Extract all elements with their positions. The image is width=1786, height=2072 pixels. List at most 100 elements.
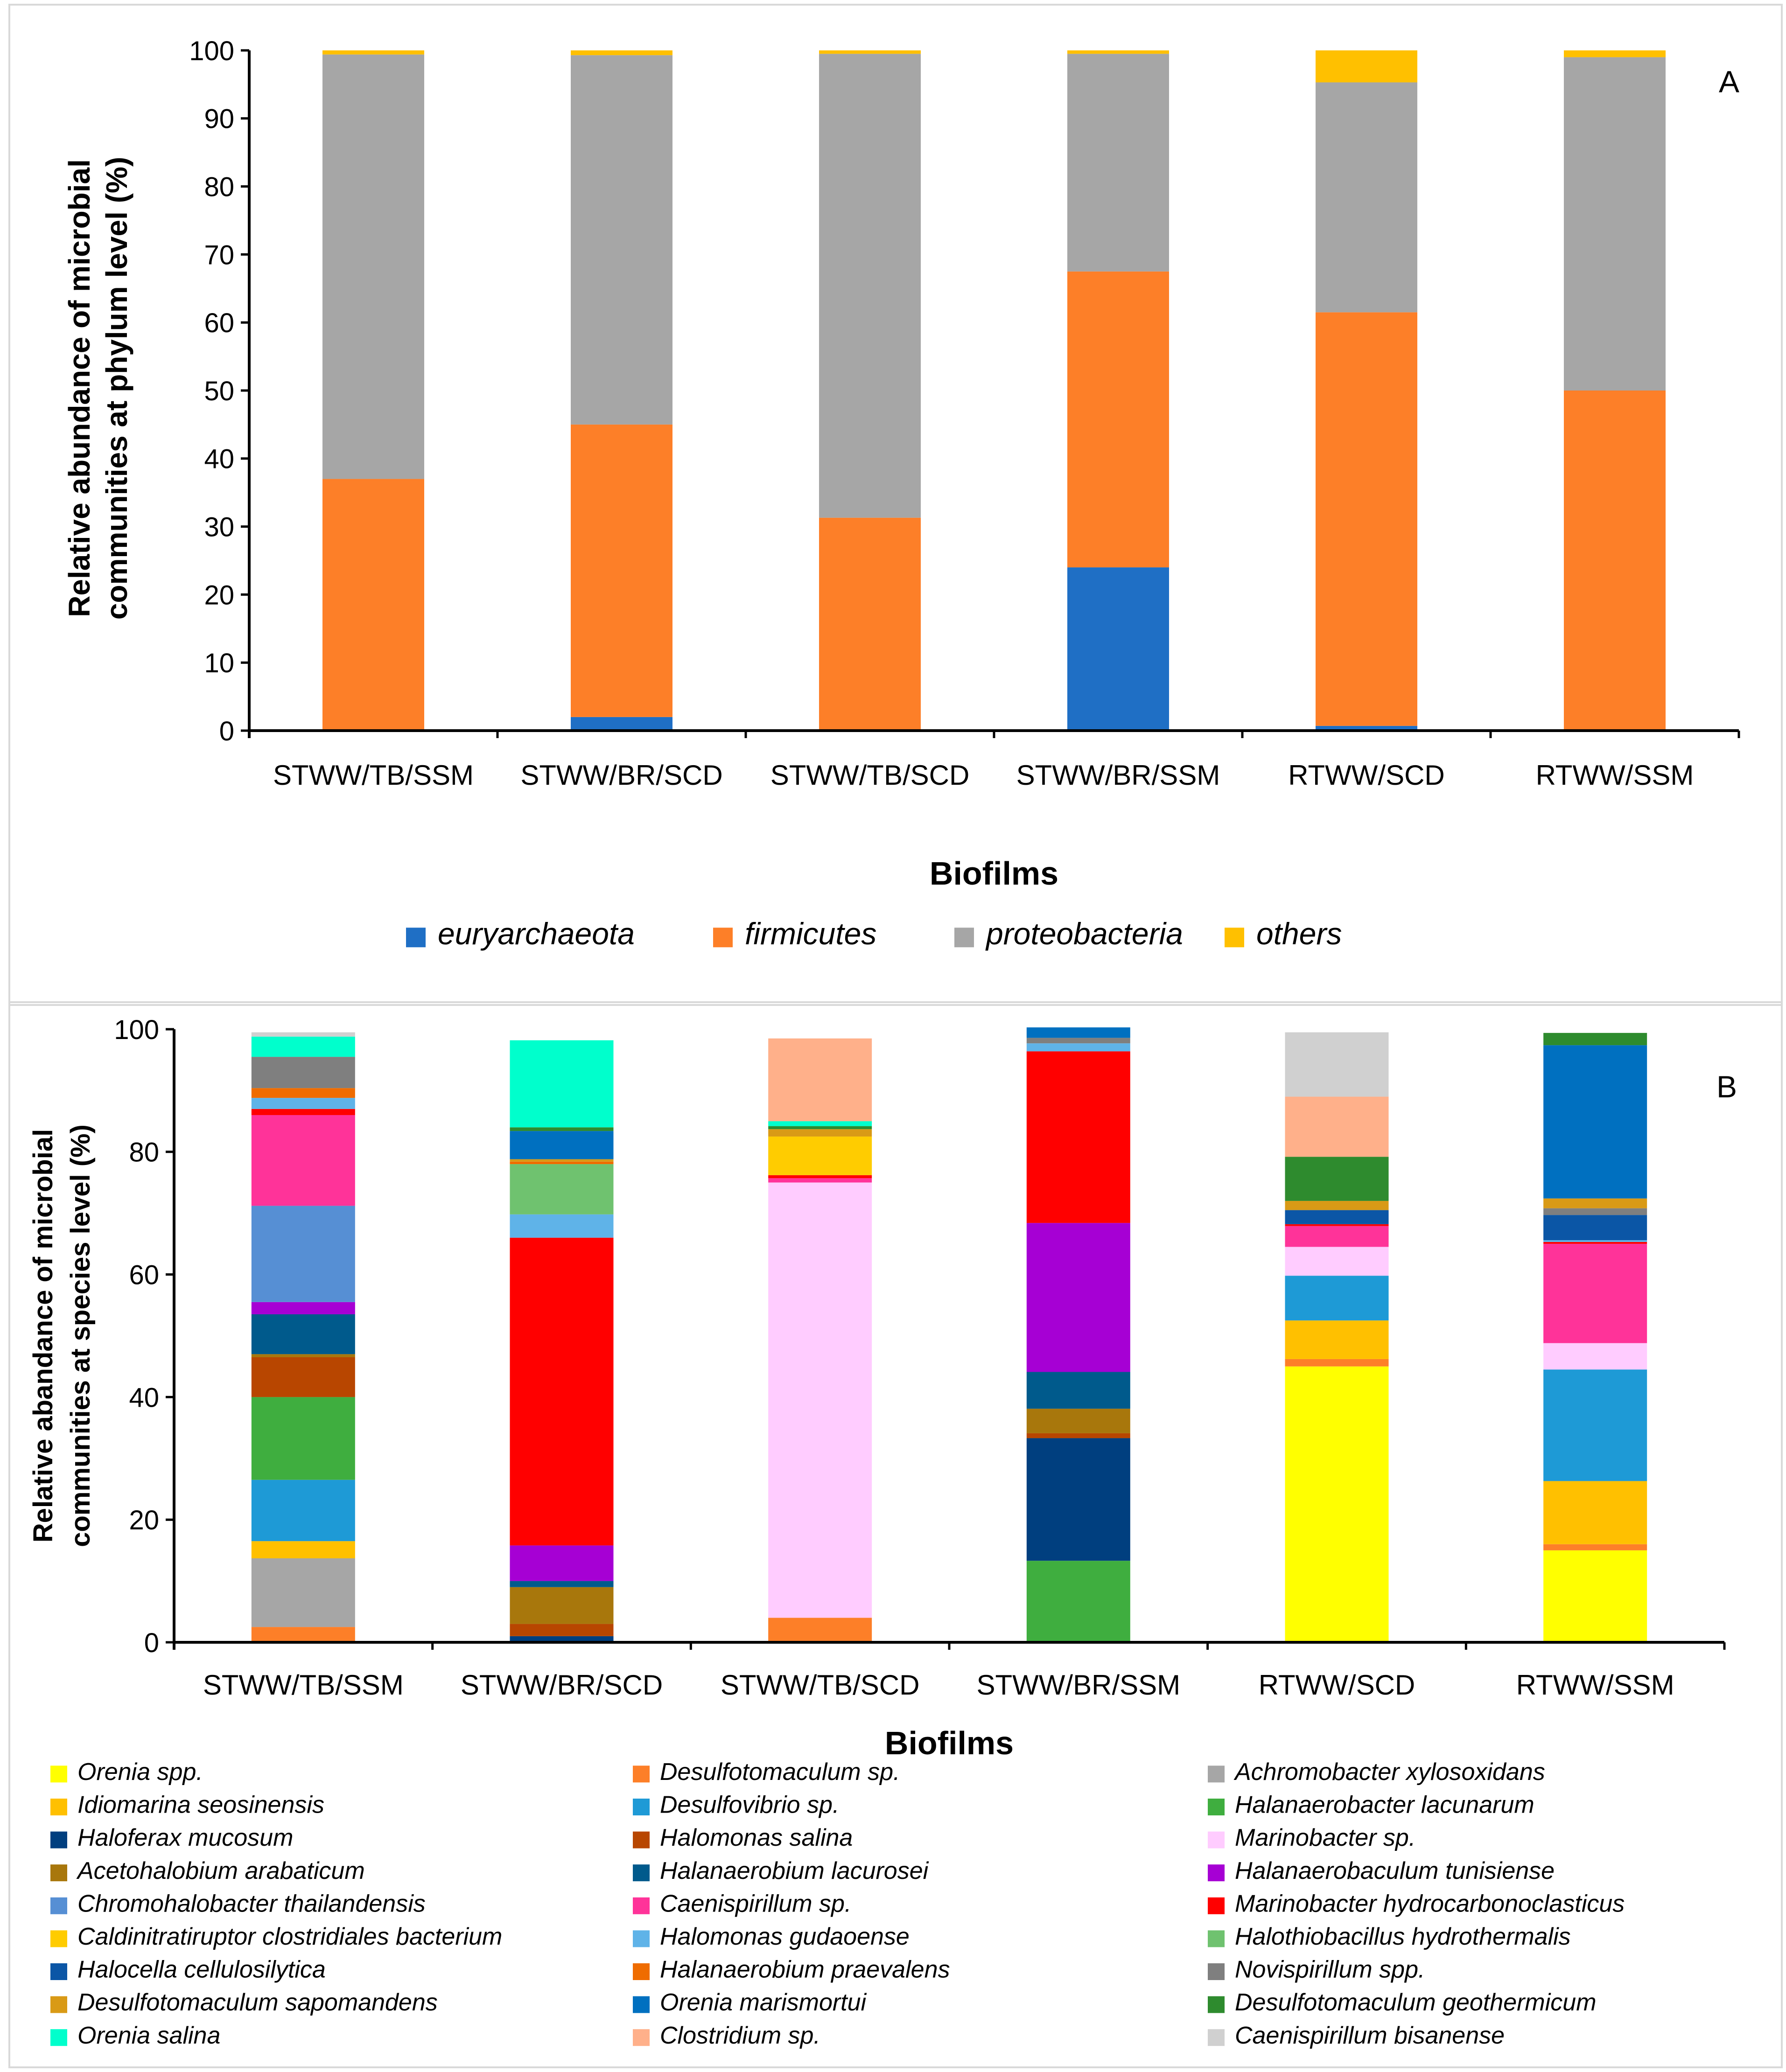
bar-segment (251, 1115, 355, 1206)
y-tick-label: 20 (129, 1505, 159, 1535)
panel-b-border (8, 1001, 1783, 2068)
legend-swatch (1208, 1831, 1225, 1849)
bar-segment (571, 55, 672, 425)
bar-segment (571, 717, 672, 731)
y-tick-label: 0 (144, 1628, 159, 1658)
bar-segment (510, 1127, 614, 1131)
bar-segment (1285, 1226, 1389, 1247)
x-tick-label: RTWW/SSM (1516, 1669, 1674, 1701)
x-tick-label: STWW/BR/SSM (1016, 760, 1220, 791)
chart-a: STWW/TB/SSM STWW/BR/SCD STWW/TB/SCD STWW/BR… (63, 36, 1740, 951)
y-tick-label: 30 (204, 512, 234, 542)
legend-label: Halanaerobacter lacunarum (1235, 1792, 1534, 1819)
bar-segment (1285, 1359, 1389, 1367)
bar-segment (322, 50, 424, 55)
bar-segment (510, 1581, 614, 1587)
legend-swatch (633, 1864, 650, 1882)
legend-swatch (50, 1864, 67, 1882)
bar-segment (251, 1541, 355, 1558)
bar-segment (1543, 1240, 1647, 1242)
legend-swatch (954, 928, 974, 948)
legend-swatch (406, 928, 426, 948)
x-tick-label: STWW/BR/SCD (461, 1669, 663, 1701)
bar-segment (768, 1038, 872, 1122)
legend-label: Halomonas gudaoense (660, 1923, 910, 1950)
bar-segment (1285, 1210, 1389, 1224)
legend-swatch (1208, 1799, 1225, 1815)
bar-segment (1316, 726, 1417, 731)
bar-segment (571, 424, 672, 717)
bar-segment (510, 1545, 614, 1581)
legend-swatch (50, 1897, 67, 1914)
legend-swatch (50, 1996, 67, 2013)
y-tick-label: 40 (204, 444, 234, 474)
bar-segment (1026, 1051, 1130, 1223)
x-tick-label: STWW/TB/SCD (770, 760, 970, 791)
bar-segment (1543, 1550, 1647, 1642)
bar-segment (251, 1479, 355, 1542)
legend-label: euryarchaeota (438, 916, 635, 951)
bar-segment (322, 54, 424, 479)
bar-segment (1564, 50, 1666, 57)
bar-segment (1543, 1242, 1647, 1244)
legend-label: firmicutes (745, 916, 876, 951)
bar-segment (251, 1088, 355, 1098)
bar-segment (1285, 1366, 1389, 1642)
legend-label: Caenispirillum bisanense (1235, 2022, 1505, 2049)
bar-segment (768, 1618, 872, 1642)
legend-label: Halanaerobium praevalens (660, 1956, 950, 1983)
legend-swatch (633, 1963, 650, 1980)
legend-label: Halocella cellulosilytica (77, 1956, 326, 1983)
bar-segment (1285, 1096, 1389, 1157)
y-tick-label: 40 (129, 1382, 159, 1413)
bar-segment (1026, 1027, 1130, 1038)
bar-segment (1067, 50, 1169, 54)
bar-segment (251, 1057, 355, 1088)
bar-segment (1067, 567, 1169, 731)
legend-swatch (633, 1930, 650, 1947)
y-tick-label: 0 (219, 716, 234, 746)
y-tick-label: 60 (129, 1260, 159, 1290)
bar-segment (1067, 54, 1169, 272)
bar-segment (768, 1129, 872, 1137)
x-tick-label: STWW/BR/SSM (977, 1669, 1181, 1701)
bar-segment (1543, 1481, 1647, 1544)
bar-segment (1026, 1043, 1130, 1052)
bar-segment (571, 50, 672, 56)
legend-swatch (1208, 2029, 1225, 2046)
bar-segment (1026, 1223, 1130, 1372)
x-tick-label: STWW/TB/SSM (273, 760, 474, 791)
y-tick-label: 90 (204, 104, 234, 134)
legend-swatch (1208, 1963, 1225, 1980)
y-axis-title: communities at phylum level (%) (100, 157, 133, 620)
legend-swatch (633, 1897, 650, 1914)
bar-segment (1543, 1369, 1647, 1481)
bar-segment (1564, 57, 1666, 391)
bar-segment (510, 1131, 614, 1159)
x-tick-label: RTWW/SSM (1536, 760, 1694, 791)
bar-segment (510, 1159, 614, 1162)
bar-segment (510, 1161, 614, 1165)
legend-swatch (50, 1963, 67, 1980)
bar-segment (1067, 271, 1169, 568)
bar-segment (251, 1627, 355, 1642)
legend-label: Marinobacter hydrocarbonoclasticus (1235, 1890, 1625, 1917)
bar-segment (1026, 1372, 1130, 1409)
panel-label: B (1716, 1069, 1737, 1104)
y-tick-label: 60 (204, 308, 234, 338)
legend-swatch (633, 1765, 650, 1783)
y-tick-label: 100 (114, 1015, 159, 1045)
bar-segment (1543, 1215, 1647, 1241)
x-tick-label: RTWW/SCD (1259, 1669, 1415, 1701)
legend-label: Caldinitratiruptor clostridiales bacteri… (77, 1923, 502, 1950)
bar-segment (1316, 50, 1417, 83)
legend-label: Desulfovibrio sp. (660, 1792, 839, 1819)
bar-segment (1543, 1544, 1647, 1550)
chart-b: STWW/TB/SSM STWW/BR/SCD STWW/TB/SCD STWW/BR… (28, 1015, 1737, 2049)
legend-label: Idiomarina seosinensis (77, 1792, 324, 1819)
legend-swatch (50, 1831, 67, 1849)
legend: Orenia spp. Desulfotomaculum sp. Achromoba… (50, 1758, 1625, 2049)
bar-segment (1026, 1433, 1130, 1438)
bar-segment (1285, 1157, 1389, 1201)
